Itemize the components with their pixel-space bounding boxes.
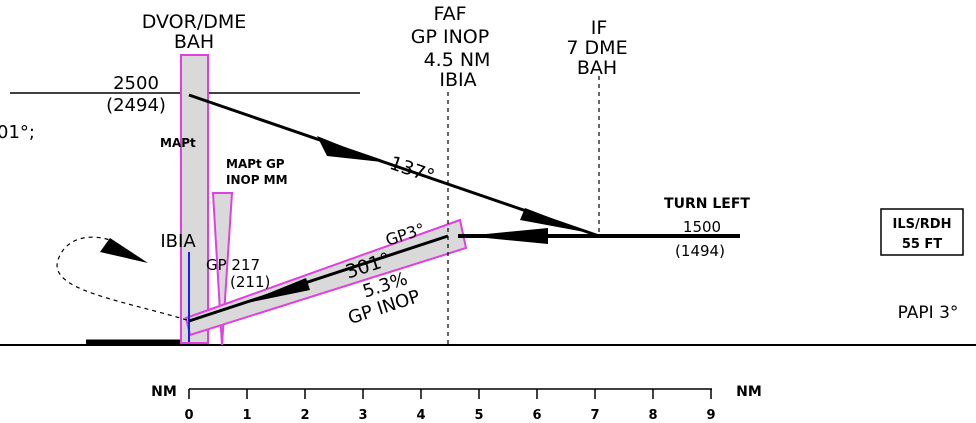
approach-301-arrow	[242, 278, 310, 304]
if-bah-label: BAH	[577, 57, 617, 79]
altitude-2500: 2500	[113, 73, 159, 94]
scale-tick-3: 3	[358, 408, 367, 423]
mapt-gp-label: MAPt GP	[226, 157, 285, 171]
course-137-label: 137°	[387, 152, 437, 188]
ils-rdh-value: 55 FT	[902, 237, 942, 252]
scale-tick-4: 4	[416, 408, 425, 423]
turn-left-label: TURN LEFT	[664, 196, 750, 212]
if-label: IF	[591, 17, 608, 39]
scale-tick-9: 9	[706, 408, 715, 423]
altitude-2494: (2494)	[106, 95, 166, 116]
missed-approach-arrow	[100, 238, 148, 263]
scale-tick-2: 2	[300, 408, 309, 423]
altitude-1494: (1494)	[675, 242, 725, 260]
approach-301-line	[188, 234, 449, 323]
missed-approach-path	[56, 236, 188, 321]
course-137-arrow-2	[520, 208, 590, 233]
if-dme-label: 7 DME	[566, 37, 627, 59]
nm-right-label: NM	[736, 384, 762, 400]
dvor-missed-approach-box	[180, 54, 209, 344]
faf-label: FAF	[433, 3, 466, 25]
scale-tick-8: 8	[648, 408, 657, 423]
mapt-label: MAPt	[160, 136, 196, 150]
ils-rdh-label: ILS/RDH	[893, 217, 952, 232]
scale-tick-6: 6	[532, 408, 541, 423]
dvor-title: DVOR/DME	[142, 11, 247, 33]
ibia-label: IBIA	[160, 231, 196, 252]
faf-distance-label: 4.5 NM	[424, 49, 491, 71]
distance-scale: 0 1 2 3 4 5 6 7 8 9	[184, 388, 716, 423]
gp-217-label: GP 217	[206, 256, 260, 274]
course-137-arrow-1	[317, 136, 382, 162]
dvor-ident: BAH	[174, 31, 214, 53]
scale-tick-5: 5	[474, 408, 483, 423]
inbound-track-arrow	[466, 228, 548, 244]
mapt-gp-inop-wedge	[211, 192, 234, 346]
nm-left-label: NM	[151, 384, 177, 400]
altitude-1500: 1500	[683, 218, 721, 236]
scale-tick-1: 1	[242, 408, 251, 423]
scale-tick-0: 0	[184, 408, 193, 423]
papi-label: PAPI 3°	[898, 303, 959, 323]
scale-tick-7: 7	[590, 408, 599, 423]
inop-mm-label: INOP MM	[226, 173, 288, 187]
ils-rdh-box	[880, 208, 964, 256]
gp-211-label: (211)	[230, 273, 270, 291]
left-partial-label: 01°;	[0, 122, 35, 143]
faf-ibia-label: IBIA	[439, 69, 476, 91]
faf-gp-inop-label: GP INOP	[411, 26, 489, 48]
